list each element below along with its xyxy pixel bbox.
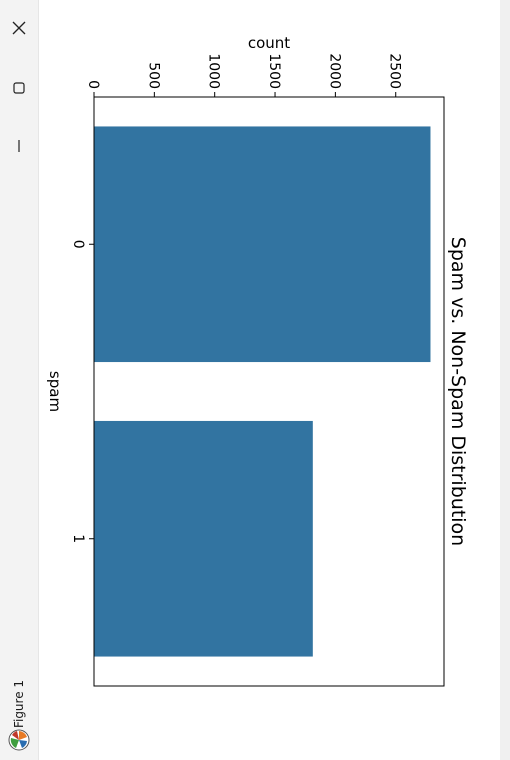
- maximize-button[interactable]: [4, 73, 34, 103]
- window-sidebar: Figure 1: [0, 0, 39, 760]
- x-axis-label: spam: [46, 371, 64, 412]
- bar-0: [94, 126, 431, 363]
- x-tick-label: 0: [70, 240, 86, 249]
- chart-title: Spam vs. Non-Spam Distribution: [447, 237, 469, 546]
- bar-1: [94, 420, 313, 657]
- plot-frame: [93, 96, 445, 687]
- x-tick-label: 1: [70, 534, 86, 543]
- y-tick-label: 2000: [326, 53, 342, 89]
- scrollbar-track[interactable]: [500, 0, 510, 760]
- minimize-button[interactable]: [4, 131, 34, 161]
- close-button[interactable]: [4, 13, 34, 43]
- minimize-icon: [18, 140, 20, 152]
- chart: 0 1 0 500 1000 1500 2000 2500 Spam vs. Non-Spam…: [46, 34, 469, 687]
- window-title: Figure 1: [12, 679, 26, 729]
- y-tick-label: 1500: [266, 53, 282, 89]
- close-icon: [12, 21, 26, 35]
- y-axis-label: count: [248, 34, 290, 52]
- y-tick-label: 2500: [387, 53, 403, 89]
- y-tick-label: 1000: [206, 53, 222, 89]
- y-tick-label: 500: [145, 62, 161, 89]
- matplotlib-logo-icon: [8, 729, 30, 751]
- maximize-icon: [13, 82, 25, 94]
- y-tick-label: 0: [85, 80, 101, 89]
